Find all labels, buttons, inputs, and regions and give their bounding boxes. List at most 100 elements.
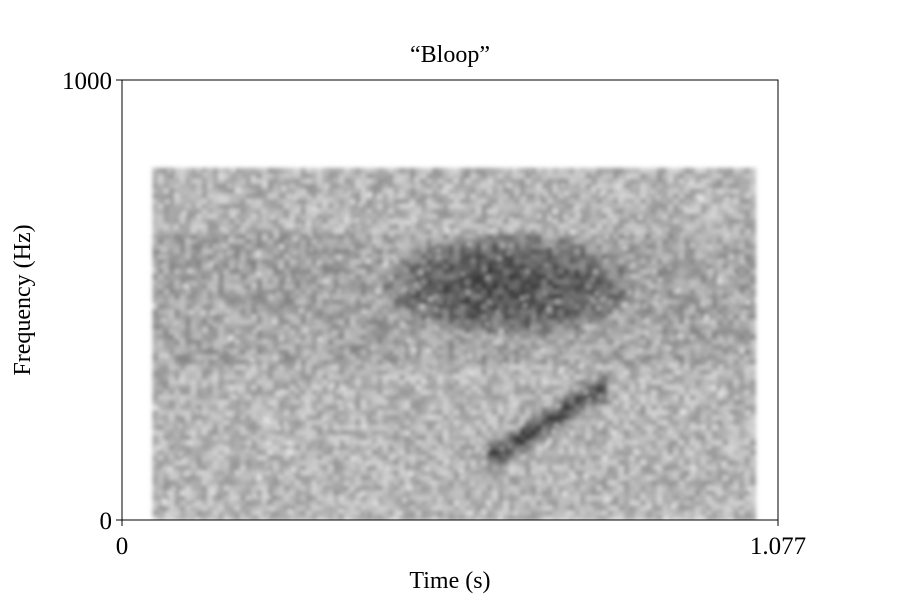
spectrogram-cell [421, 183, 428, 189]
spectrogram-cell [240, 233, 247, 239]
spectrogram-cell [179, 459, 186, 466]
spectrogram-cell [443, 188, 450, 194]
spectrogram-cell [179, 318, 186, 325]
spectrogram-cell [508, 338, 515, 345]
spectrogram-cell [207, 344, 214, 350]
spectrogram-cell [426, 404, 433, 410]
spectrogram-cell [503, 389, 510, 395]
spectrogram-cell [503, 193, 510, 199]
spectrogram-cell [525, 484, 532, 491]
spectrogram-cell [311, 298, 318, 305]
spectrogram-cell [152, 328, 159, 335]
spectrogram-cell [530, 228, 537, 234]
spectrogram-cell [514, 218, 521, 224]
spectrogram-cell [267, 424, 274, 431]
spectrogram-cell [355, 434, 362, 441]
spectrogram-cell [437, 379, 444, 385]
spectrogram-cell [240, 198, 247, 204]
spectrogram-cell [168, 504, 175, 511]
spectrogram-cell [284, 198, 291, 204]
spectrogram-cell [322, 263, 329, 270]
spectrogram-cell [284, 238, 291, 245]
spectrogram-cell [481, 253, 488, 260]
spectrogram-cell [251, 349, 258, 355]
spectrogram-cell [305, 439, 313, 446]
spectrogram-cell [284, 178, 291, 184]
spectrogram-cell [251, 424, 258, 431]
spectrogram-cell [294, 288, 302, 295]
spectrogram-cell [464, 278, 471, 285]
spectrogram-cell [410, 223, 417, 229]
spectrogram-cell [168, 188, 175, 194]
spectrogram-cell [475, 444, 482, 451]
spectrogram-cell [371, 278, 378, 285]
spectrogram-cell [486, 178, 493, 184]
spectrogram-cell [229, 354, 236, 360]
spectrogram-cell [316, 253, 323, 260]
spectrogram-cell [459, 243, 466, 250]
spectrogram-cell [459, 374, 466, 380]
spectrogram-cell [201, 188, 208, 194]
spectrogram-cell [229, 349, 236, 355]
spectrogram-cell [481, 369, 488, 375]
spectrogram-cell [514, 354, 521, 360]
spectrogram-cell [421, 359, 428, 365]
spectrogram-cell [404, 188, 411, 194]
spectrogram-cell [448, 283, 455, 290]
spectrogram-cell [388, 509, 395, 516]
spectrogram-cell [185, 253, 192, 260]
spectrogram-cell [338, 374, 345, 380]
spectrogram-cell [459, 203, 466, 209]
spectrogram-cell [168, 238, 175, 245]
spectrogram-cell [344, 313, 351, 320]
spectrogram-cell [377, 308, 384, 315]
spectrogram-cell [256, 293, 263, 300]
spectrogram-cell [267, 168, 274, 174]
spectrogram-cell [508, 494, 515, 501]
spectrogram-cell [190, 394, 197, 400]
spectrogram-cell [366, 243, 373, 250]
spectrogram-cell [486, 464, 493, 471]
spectrogram-cell [234, 504, 241, 511]
spectrogram-cell [481, 283, 488, 290]
spectrogram-cell [470, 253, 477, 260]
spectrogram-cell [179, 369, 186, 375]
spectrogram-cell [514, 494, 521, 501]
spectrogram-cell [289, 203, 296, 209]
spectrogram-cell [432, 474, 439, 481]
spectrogram-cell [152, 303, 159, 310]
spectrogram-cell [322, 198, 329, 204]
spectrogram-cell [355, 454, 362, 461]
spectrogram-cell [377, 479, 384, 486]
spectrogram-cell [262, 374, 269, 380]
spectrogram-cell [481, 228, 488, 234]
spectrogram-cell [212, 263, 219, 270]
spectrogram-cell [262, 514, 269, 520]
spectrogram-cell [229, 323, 236, 330]
spectrogram-cell [333, 484, 340, 491]
spectrogram-cell [344, 243, 351, 250]
spectrogram-cell [437, 223, 444, 229]
spectrogram-cell [399, 323, 406, 330]
spectrogram-cell [273, 429, 280, 436]
spectrogram-cell [530, 439, 537, 446]
spectrogram-cell [305, 293, 313, 300]
spectrogram-cell [289, 404, 296, 410]
spectrogram-cell [223, 364, 230, 370]
spectrogram-cell [410, 419, 417, 426]
spectrogram-cell [344, 263, 351, 270]
spectrogram-cell [486, 208, 493, 214]
spectrogram-cell [497, 238, 504, 245]
spectrogram-cell [536, 449, 543, 456]
spectrogram-cell [207, 504, 214, 511]
spectrogram-cell [404, 203, 411, 209]
spectrogram-cell [212, 293, 219, 300]
spectrogram-cell [251, 514, 258, 520]
spectrogram-cell [464, 439, 471, 446]
spectrogram-cell [267, 288, 274, 295]
spectrogram-cell [344, 464, 351, 471]
spectrogram-cell [179, 338, 186, 345]
spectrogram-cell [437, 318, 444, 325]
spectrogram-cell [316, 308, 323, 315]
spectrogram-cell [410, 439, 417, 446]
